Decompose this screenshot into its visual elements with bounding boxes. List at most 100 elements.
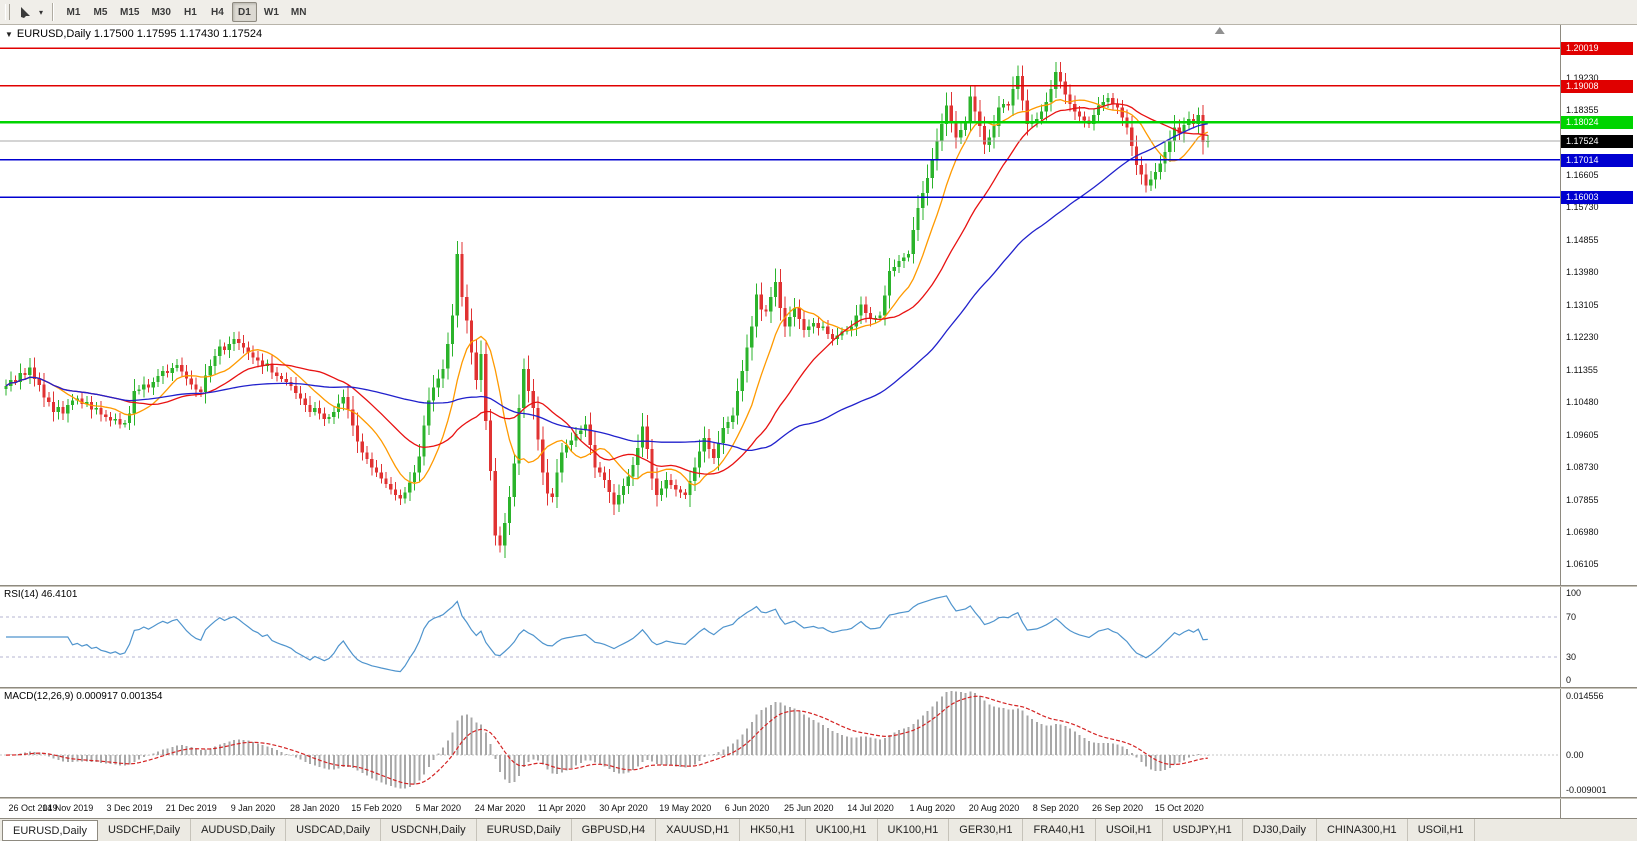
pane-splitter[interactable] <box>0 585 1637 587</box>
rsi-chart[interactable] <box>0 587 1560 687</box>
chart-title: ▼ EURUSD,Daily 1.17500 1.17595 1.17430 1… <box>5 28 262 40</box>
rsi-axis-label: 30 <box>1566 652 1577 662</box>
chart-window: ▼ EURUSD,Daily 1.17500 1.17595 1.17430 1… <box>0 25 1637 818</box>
tab-eurusd-daily-0[interactable]: EURUSD,Daily <box>2 820 98 841</box>
tab-xauusd-h1-7[interactable]: XAUUSD,H1 <box>656 819 741 841</box>
date-label-20-aug-2020: 20 Aug 2020 <box>968 803 1020 813</box>
timeframe-button-d1[interactable]: D1 <box>231 2 257 22</box>
rsi-pane[interactable]: RSI(14) 46.4101 <box>0 587 1560 687</box>
date-label-6-jun-2020: 6 Jun 2020 <box>724 803 770 813</box>
tab-usdchf-daily-1[interactable]: USDCHF,Daily <box>98 819 192 841</box>
date-label-26-oct-2019: 26 Oct 2019 <box>8 803 58 813</box>
price-axis-label: 1.13980 <box>1566 267 1599 277</box>
timeframe-toolbar: ▾ M1 M5 M15 M30 H1 H4 D1 W1 MN <box>0 0 1637 25</box>
date-label-3-dec-2019: 3 Dec 2019 <box>106 803 153 813</box>
tab-usdcnh-daily-4[interactable]: USDCNH,Daily <box>381 819 477 841</box>
tab-ger30-h1-11[interactable]: GER30,H1 <box>949 819 1024 841</box>
level-badge-1.17014: 1.17014 <box>1561 154 1633 167</box>
price-axis-label: 1.06980 <box>1566 527 1599 537</box>
tab-uk100-h1-9[interactable]: UK100,H1 <box>806 819 878 841</box>
price-axis-main: 1.192301.183551.174801.166051.157301.148… <box>1561 25 1637 585</box>
date-label-5-mar-2020: 5 Mar 2020 <box>415 803 462 813</box>
price-axis-label: 1.13105 <box>1566 300 1599 310</box>
timeframe-button-h4[interactable]: H4 <box>211 6 224 18</box>
pane-splitter[interactable] <box>0 797 1637 799</box>
price-axis-label: 1.09605 <box>1566 430 1599 440</box>
date-label-25-jun-2020: 25 Jun 2020 <box>783 803 834 813</box>
level-badge-1.18024: 1.18024 <box>1561 116 1633 129</box>
date-label-9-jan-2020: 9 Jan 2020 <box>230 803 276 813</box>
timeframe-button-m5[interactable]: M5 <box>93 6 108 18</box>
price-axis-label: 1.10480 <box>1566 397 1599 407</box>
price-axis-label: 1.11355 <box>1566 365 1598 375</box>
rsi-axis: 100 70 30 0 <box>1561 587 1637 687</box>
macd-label: MACD(12,26,9) 0.000917 0.001354 <box>4 691 163 702</box>
level-badge-1.19008: 1.19008 <box>1561 80 1633 93</box>
chart-menu-icon[interactable]: ▼ <box>5 29 13 39</box>
date-label-14-nov-2019: 14 Nov 2019 <box>42 803 94 813</box>
timeframe-buttons: M1 M5 M15 M30 H1 H4 D1 W1 MN <box>60 2 312 22</box>
dropdown-caret-icon[interactable]: ▾ <box>38 7 43 17</box>
tab-eurusd-daily-5[interactable]: EURUSD,Daily <box>477 819 572 841</box>
date-label-26-sep-2020: 26 Sep 2020 <box>1091 803 1144 813</box>
rsi-label: RSI(14) 46.4101 <box>4 589 78 600</box>
timeframe-button-mn[interactable]: MN <box>290 6 307 18</box>
date-label-19-may-2020: 19 May 2020 <box>659 803 712 813</box>
tab-china300-h1-16[interactable]: CHINA300,H1 <box>1317 819 1408 841</box>
timeframe-button-m1[interactable]: M1 <box>66 6 81 18</box>
rsi-axis-label: 100 <box>1566 588 1582 598</box>
macd-axis-min: -0.009001 <box>1566 785 1607 795</box>
macd-axis-max: 0.014556 <box>1566 691 1604 701</box>
timeframe-button-m15[interactable]: M15 <box>120 6 140 18</box>
price-axis-label: 1.15730 <box>1566 202 1599 212</box>
date-label-15-oct-2020: 15 Oct 2020 <box>1154 803 1204 813</box>
pane-splitter[interactable] <box>0 687 1637 689</box>
tab-hk50-h1-8[interactable]: HK50,H1 <box>740 819 806 841</box>
tab-uk100-h1-10[interactable]: UK100,H1 <box>878 819 950 841</box>
date-label-30-apr-2020: 30 Apr 2020 <box>599 803 648 813</box>
price-axis[interactable]: 1.192301.183551.174801.166051.157301.148… <box>1560 25 1637 818</box>
toolbar-separator <box>52 3 54 21</box>
price-axis-label: 1.12230 <box>1566 332 1599 342</box>
plot-area: ▼ EURUSD,Daily 1.17500 1.17595 1.17430 1… <box>0 25 1560 818</box>
timeframe-button-h1[interactable]: H1 <box>184 6 197 18</box>
rsi-axis-label: 70 <box>1566 612 1577 622</box>
level-badge-1.20019: 1.20019 <box>1561 42 1633 55</box>
date-label-14-jul-2020: 14 Jul 2020 <box>847 803 894 813</box>
tab-usdcad-daily-3[interactable]: USDCAD,Daily <box>286 819 382 841</box>
current-price-badge: 1.17524 <box>1561 135 1633 148</box>
level-badge-1.16003: 1.16003 <box>1561 191 1633 204</box>
macd-chart[interactable] <box>0 689 1560 797</box>
tab-gbpusd-h4-6[interactable]: GBPUSD,H4 <box>572 819 657 841</box>
date-label-11-apr-2020: 11 Apr 2020 <box>537 803 586 813</box>
tab-audusd-daily-2[interactable]: AUDUSD,Daily <box>191 819 287 841</box>
chart-cursor-icon[interactable] <box>16 3 36 21</box>
date-label-1-aug-2020: 1 Aug 2020 <box>909 803 956 813</box>
price-axis-label: 1.18355 <box>1566 105 1599 115</box>
tab-dj30-daily-15[interactable]: DJ30,Daily <box>1243 819 1317 841</box>
price-axis-label: 1.19230 <box>1566 73 1599 83</box>
macd-pane[interactable]: MACD(12,26,9) 0.000917 0.001354 <box>0 689 1560 797</box>
rsi-axis-label: 0 <box>1566 675 1572 685</box>
price-axis-label: 1.06105 <box>1566 559 1599 569</box>
tab-fra40-h1-12[interactable]: FRA40,H1 <box>1023 819 1096 841</box>
price-chart-pane[interactable]: ▼ EURUSD,Daily 1.17500 1.17595 1.17430 1… <box>0 25 1560 585</box>
tab-usdjpy-h1-14[interactable]: USDJPY,H1 <box>1163 819 1243 841</box>
time-axis[interactable]: 26 Oct 2019 14 Nov 2019 3 Dec 2019 21 Dec 2… <box>0 799 1483 818</box>
price-axis-label: 1.08730 <box>1566 462 1599 472</box>
tab-usoil-h1-17[interactable]: USOil,H1 <box>1408 819 1475 841</box>
tab-usoil-h1-13[interactable]: USOil,H1 <box>1096 819 1163 841</box>
symbol-tabs: EURUSD,Daily USDCHF,Daily AUDUSD,Daily USDC… <box>0 818 1637 841</box>
timeframe-button-m30[interactable]: M30 <box>151 6 171 18</box>
price-axis-label: 1.07855 <box>1566 495 1599 505</box>
toolbar-grip[interactable] <box>5 4 10 20</box>
date-label-21-dec-2019: 21 Dec 2019 <box>165 803 217 813</box>
timeframe-button-w1[interactable]: W1 <box>263 6 279 18</box>
price-axis-label: 1.14855 <box>1566 235 1599 245</box>
price-axis-label: 1.16605 <box>1566 170 1599 180</box>
macd-axis: 0.014556 0.00 -0.009001 <box>1561 689 1637 797</box>
candlestick-chart[interactable] <box>0 25 1560 585</box>
macd-axis-zero: 0.00 <box>1566 750 1584 760</box>
date-label-15-feb-2020: 15 Feb 2020 <box>351 803 402 813</box>
